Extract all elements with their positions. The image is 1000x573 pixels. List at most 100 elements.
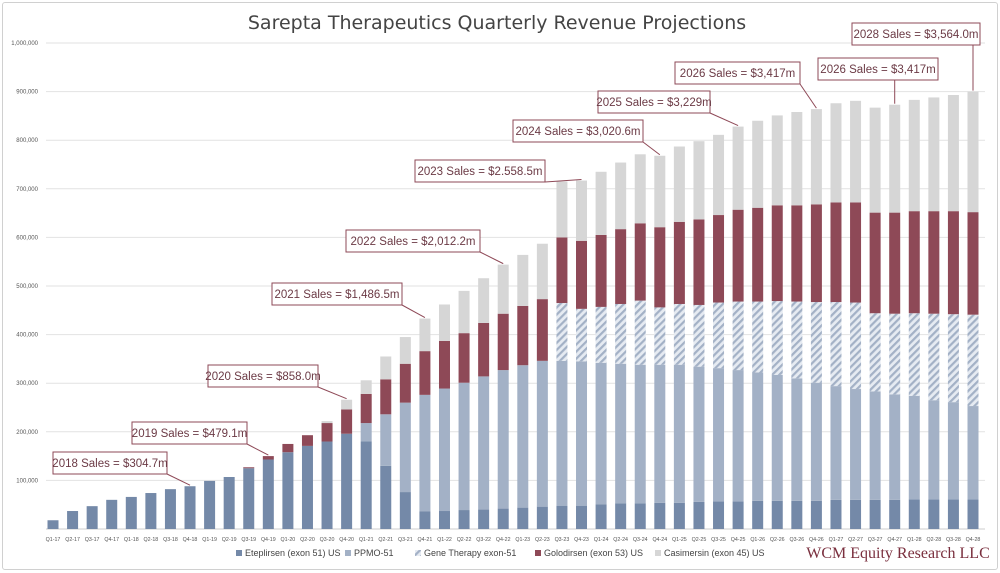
bar-segment-golodirsen-exon-53-us [301,435,313,446]
x-tick-label: Q3-24 [633,537,648,543]
bar-segment-golodirsen-exon-53-us [889,212,901,314]
x-tick-label: Q2-22 [457,537,472,543]
x-tick-label: Q3-18 [163,537,178,543]
y-tick-label: 200,000 [16,430,38,436]
x-tick-label: Q3-26 [789,537,804,543]
bar-segment-eteplirsen-exon-51-us [184,486,196,529]
x-tick-label: Q4-27 [887,537,902,543]
bar-segment-eteplirsen-exon-51-us [634,503,646,529]
bar-segment-casimersin-exon-45-us [458,290,470,334]
bar-segment-golodirsen-exon-53-us [282,443,294,453]
bar-segment-eteplirsen-exon-51-us [908,499,920,529]
bar-segment-gene-therapy-exon-51 [791,301,803,379]
x-tick-label: Q1-19 [202,537,217,543]
bar-segment-ppmo-51 [908,395,920,500]
bar-segment-gene-therapy-exon-51 [634,300,646,365]
annotation-box [207,364,319,388]
legend-swatch [415,550,421,556]
annotation-box [131,421,248,445]
annotation-label: 2028 Sales = $3,564.0m [854,29,979,41]
x-tick-label: Q2-21 [378,537,393,543]
x-tick-label: Q2-19 [222,537,237,543]
bar-segment-gene-therapy-exon-51 [908,313,920,396]
bar-segment-casimersin-exon-45-us [791,112,803,206]
x-tick-label: Q4-17 [104,537,119,543]
annotation-box [345,229,481,253]
bar-segment-eteplirsen-exon-51-us [713,501,725,529]
bar-segment-gene-therapy-exon-51 [732,301,744,371]
y-axis: 1,000,000 900,000 800,000 700,000 600,000 500… [11,41,38,484]
bar-segment-golodirsen-exon-53-us [830,202,842,303]
bar-segment-casimersin-exon-45-us [438,304,450,341]
bar-segment-eteplirsen-exon-51-us [791,500,803,529]
x-tick-label: Q4-18 [183,537,198,543]
bar-segment-gene-therapy-exon-51 [889,313,901,395]
bar-segment-golodirsen-exon-53-us [615,229,627,304]
bar-segment-eteplirsen-exon-51-us [321,441,333,529]
bar-segment-golodirsen-exon-53-us [360,393,372,424]
legend-label: Golodirsen (exon 53) US [544,548,643,558]
legend-swatch [535,550,541,556]
bar-segment-casimersin-exon-45-us [869,107,881,213]
bar-segment-golodirsen-exon-53-us [654,227,666,308]
bar-segment-eteplirsen-exon-51-us [341,433,353,529]
annotation-leader [401,304,426,319]
bar-segment-casimersin-exon-45-us [595,171,607,235]
bar-segment-ppmo-51 [869,391,881,500]
annotation-label: 2025 Sales = $3,229m [596,97,711,109]
bar-segment-casimersin-exon-45-us [967,91,979,213]
bar-segment-ppmo-51 [771,374,783,501]
bar-segment-eteplirsen-exon-51-us [517,507,529,529]
bar-segment-eteplirsen-exon-51-us [164,489,176,529]
bar-segment-golodirsen-exon-53-us [458,333,470,383]
y-tick-label: 400,000 [16,333,38,339]
x-tick-label: Q2-28 [926,537,941,543]
bar-segment-golodirsen-exon-53-us [262,456,274,460]
bar-segment-ppmo-51 [791,378,803,501]
bar-segment-eteplirsen-exon-51-us [458,510,470,529]
annotation-label: 2022 Sales = $2,012.2m [351,236,476,248]
x-tick-label: Q2-25 [692,537,707,543]
bar-segment-ppmo-51 [830,386,842,500]
bar-segment-ppmo-51 [889,394,901,500]
x-tick-label: Q2-20 [300,537,315,543]
annotation-leader [479,251,504,265]
bar-segment-casimersin-exon-45-us [478,278,490,323]
bar-segment-ppmo-51 [634,364,646,504]
bar-segment-casimersin-exon-45-us [830,103,842,203]
bar-segment-golodirsen-exon-53-us [947,211,959,315]
annotation-box [512,119,644,143]
annotation-leader [799,83,817,109]
source-credit: WCM Equity Research LLC [806,545,990,562]
bar-segment-gene-therapy-exon-51 [771,301,783,375]
bar-segment-gene-therapy-exon-51 [556,303,568,361]
annotation-box [597,90,711,114]
bar-segment-gene-therapy-exon-51 [810,302,822,383]
bars [47,91,979,529]
x-tick-label: Q4-28 [966,537,981,543]
bar-segment-gene-therapy-exon-51 [869,313,881,392]
annotation-box [52,451,168,475]
annotation-leader [642,141,661,156]
bar-segment-ppmo-51 [693,366,705,502]
bar-segment-golodirsen-exon-53-us [791,205,803,302]
bar-segment-eteplirsen-exon-51-us [830,499,842,529]
x-tick-label: Q4-24 [652,537,667,543]
bar-segment-eteplirsen-exon-51-us [967,499,979,529]
bar-segment-gene-therapy-exon-51 [654,307,666,365]
y-tick-label: 600,000 [16,235,38,241]
bar-segment-gene-therapy-exon-51 [967,314,979,407]
x-tick-label: Q3-17 [85,537,100,543]
legend-swatch [236,550,242,556]
bar-segment-casimersin-exon-45-us [556,181,568,238]
bar-segment-eteplirsen-exon-51-us [536,506,548,529]
bar-segment-gene-therapy-exon-51 [693,304,705,367]
bar-segment-casimersin-exon-45-us [693,141,705,220]
bar-segment-eteplirsen-exon-51-us [86,506,98,529]
bar-segment-eteplirsen-exon-51-us [360,441,372,529]
x-tick-label: Q4-21 [418,537,433,543]
bar-segment-eteplirsen-exon-51-us [615,503,627,529]
y-tick-label: 1,000,000 [11,41,38,47]
bar-segment-eteplirsen-exon-51-us [399,492,411,529]
